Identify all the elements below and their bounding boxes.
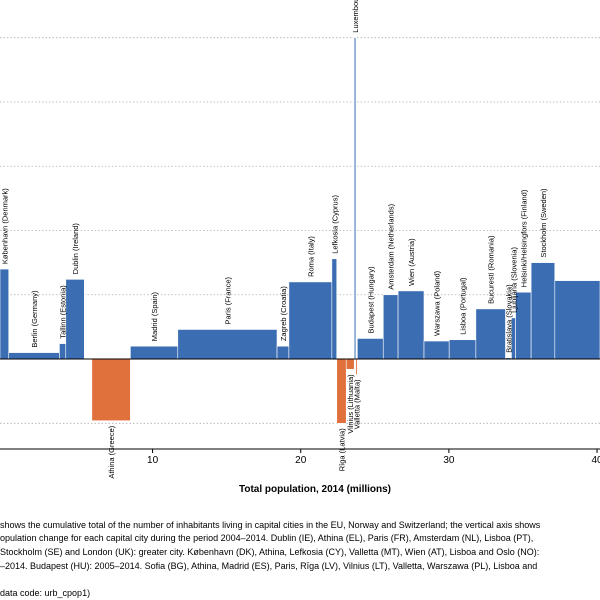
bar-label: Bucuresti (Romania) xyxy=(487,235,496,304)
bar-label: Warszawa (Poland) xyxy=(433,270,442,336)
bar-label: Paris (France) xyxy=(223,276,232,324)
bar-label: Wien (Austria) xyxy=(407,238,416,286)
bar-label: Lefkosia (Cyprus) xyxy=(330,195,339,254)
bar-label: Ljubljana (Slovenia) xyxy=(509,247,518,313)
bar-label: Valletta (Malta) xyxy=(353,379,362,429)
bar-labels: København (Denmark) Berlin (Germany) Talli… xyxy=(0,0,548,479)
bar-24 xyxy=(554,280,600,360)
bar-12 xyxy=(353,37,357,360)
bar-23 xyxy=(530,262,556,360)
bar-1 xyxy=(8,352,60,360)
bar-label: Madrid (Spain) xyxy=(150,291,159,341)
bar-label: Dublin (Ireland) xyxy=(71,223,80,275)
bar-13 xyxy=(355,358,358,375)
x-tick-label: 40 xyxy=(591,455,600,466)
bar-2 xyxy=(59,343,67,360)
bar-5 xyxy=(130,345,179,360)
bar-label: Amsterdam (Netherlands) xyxy=(387,203,396,289)
bar-label: Rīga (Latvia) xyxy=(337,428,346,471)
footnote-line-1: shows the cumulative total of the number… xyxy=(0,520,541,530)
bar-label: Bratislava (Slovakia) xyxy=(504,284,513,353)
footnote-line-3: Stockholm (SE) and London (UK): greater … xyxy=(0,547,540,557)
bar-label: Stockholm (Sweden) xyxy=(539,188,548,258)
bar-label: Helsinki/Helsingfors (Finland) xyxy=(519,189,528,287)
x-tick-label: 10 xyxy=(147,455,159,466)
bar-16 xyxy=(397,290,425,360)
bar-label: Roma (Italy) xyxy=(306,236,315,277)
footnote-line-4: –2014. Budapest (HU): 2005–2014. Sofia (… xyxy=(0,561,538,571)
x-axis-title: Total population, 2014 (millions) xyxy=(239,484,391,495)
bar-17 xyxy=(423,340,450,360)
footnote-line-2: opulation change for each capital city d… xyxy=(0,533,534,543)
bar-label: Zagreb (Croatia) xyxy=(279,286,288,342)
bar-label: København (Denmark) xyxy=(0,188,9,264)
bar-label: Tallinn (Estonia) xyxy=(59,285,68,339)
bar-19 xyxy=(475,308,506,360)
bar-4 xyxy=(91,358,131,422)
source-note: data code: urb_cpop1) xyxy=(0,588,91,598)
gridlines xyxy=(0,37,600,424)
bar-label: Berlin (Germany) xyxy=(30,290,39,348)
bar-8 xyxy=(288,281,333,360)
x-tick-label: 20 xyxy=(295,455,307,466)
bar-7 xyxy=(276,345,290,360)
bar-9 xyxy=(331,258,338,360)
bar-label: Budapest (Hungary) xyxy=(366,266,375,334)
bar-10 xyxy=(336,358,347,424)
bar-6 xyxy=(177,329,278,360)
bar-18 xyxy=(448,339,477,360)
population-change-chart: 10 20 30 40 København (Denmark) Berlin (Germ… xyxy=(0,0,600,495)
bars xyxy=(0,37,600,424)
bar-14 xyxy=(357,338,384,360)
bar-label: Lisboa (Portugal) xyxy=(459,277,468,335)
bar-11 xyxy=(345,358,355,370)
x-tick-label: 30 xyxy=(443,455,455,466)
bar-label: Vilnius (Lithuania) xyxy=(346,374,355,434)
axes: 10 20 30 40 xyxy=(0,358,600,466)
bar-label: Athina (Greece) xyxy=(107,425,116,478)
bar-label: Luxembourg (Luxembourg) xyxy=(351,0,360,33)
bar-15 xyxy=(382,294,399,360)
bar-3 xyxy=(65,279,85,360)
bar-0 xyxy=(0,268,10,360)
